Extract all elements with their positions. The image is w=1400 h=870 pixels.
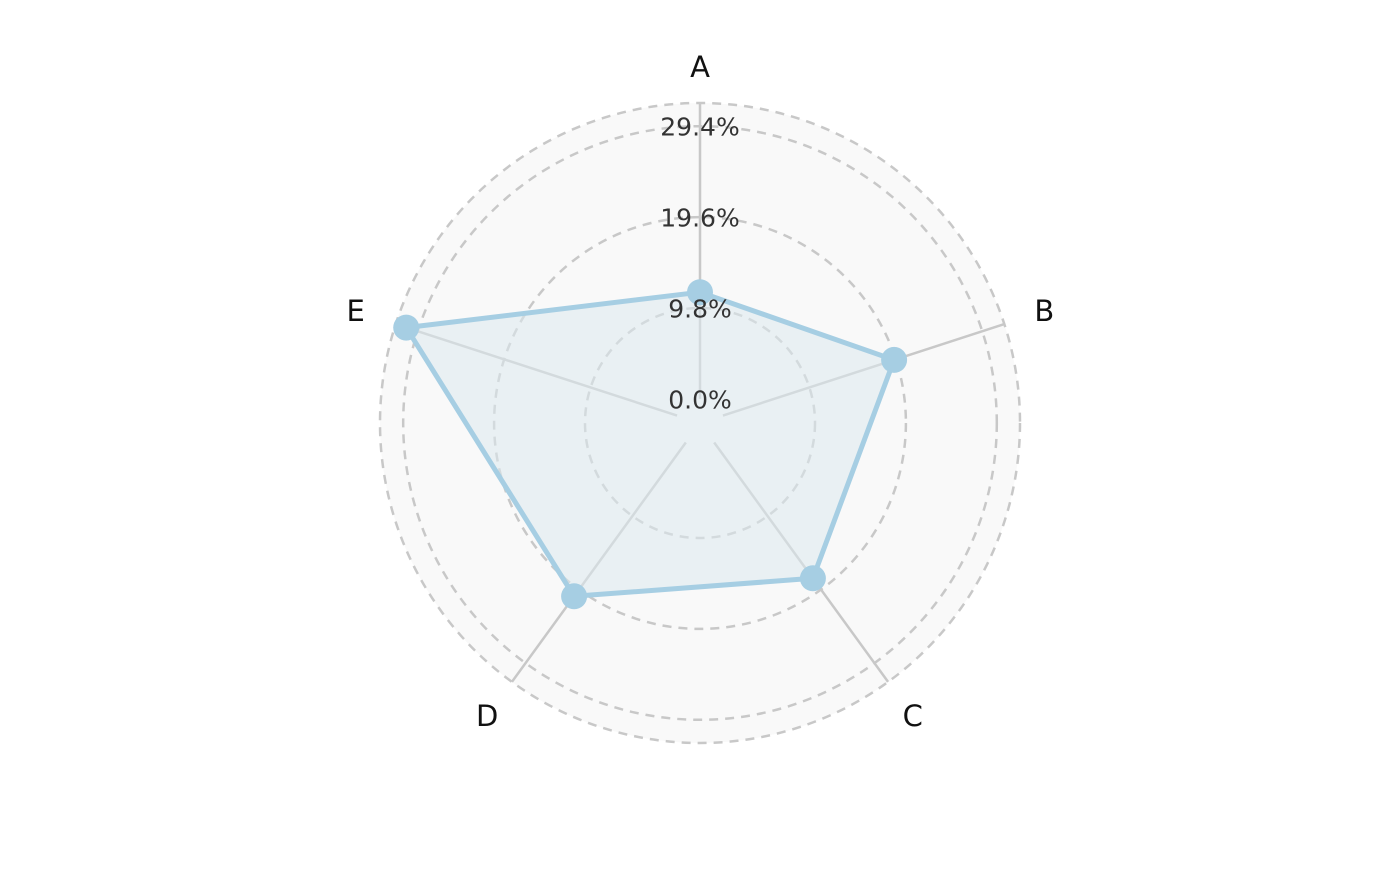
data-point-C	[799, 565, 826, 592]
data-point-A	[687, 279, 713, 306]
radial-tick-label: 9.8%	[668, 294, 732, 323]
data-point-B	[881, 346, 908, 373]
radial-tick-label: 0.0%	[668, 385, 732, 414]
radial-tick-label: 29.4%	[660, 113, 739, 142]
category-label-C: C	[903, 699, 923, 733]
category-label-B: B	[1034, 294, 1054, 328]
category-label-D: D	[476, 699, 498, 733]
data-point-E	[393, 314, 420, 341]
radial-tick-labels: 0.0% 9.8% 19.6% 29.4%	[660, 113, 739, 415]
category-label-A: A	[690, 50, 710, 84]
series-line	[403, 289, 897, 599]
series-layer	[393, 279, 908, 610]
category-labels: A B C D E	[347, 50, 1055, 733]
radial-tick-label: 19.6%	[660, 204, 739, 233]
data-point-D	[561, 583, 588, 610]
category-label-E: E	[347, 294, 365, 328]
